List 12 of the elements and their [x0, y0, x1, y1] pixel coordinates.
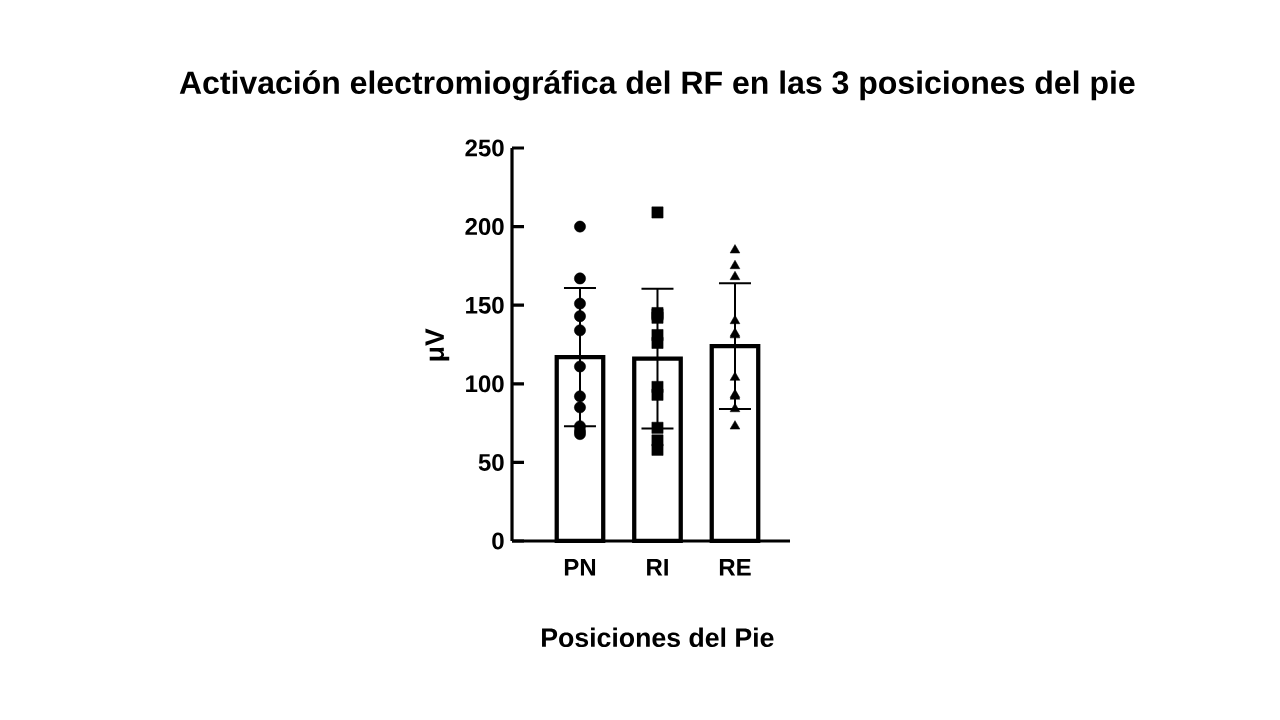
- y-tick-label: 250: [465, 139, 504, 157]
- x-tick-label: RE: [719, 559, 751, 576]
- y-tick-label: 150: [466, 296, 504, 314]
- chart-title: Activación electromiográfica del RF en las 3 posiciones del pie: [179, 70, 1135, 101]
- y-tick-label: 50: [478, 453, 504, 471]
- y-tick-label: 100: [466, 375, 504, 393]
- x-tick-label: RI: [647, 559, 668, 576]
- y-tick-label: 200: [465, 218, 504, 236]
- x-tick-label: PN: [564, 559, 596, 576]
- x-axis-title: Posiciones del Pie: [542, 627, 774, 648]
- y-axis-title: μV: [425, 328, 450, 361]
- y-tick-label: 0: [492, 532, 504, 550]
